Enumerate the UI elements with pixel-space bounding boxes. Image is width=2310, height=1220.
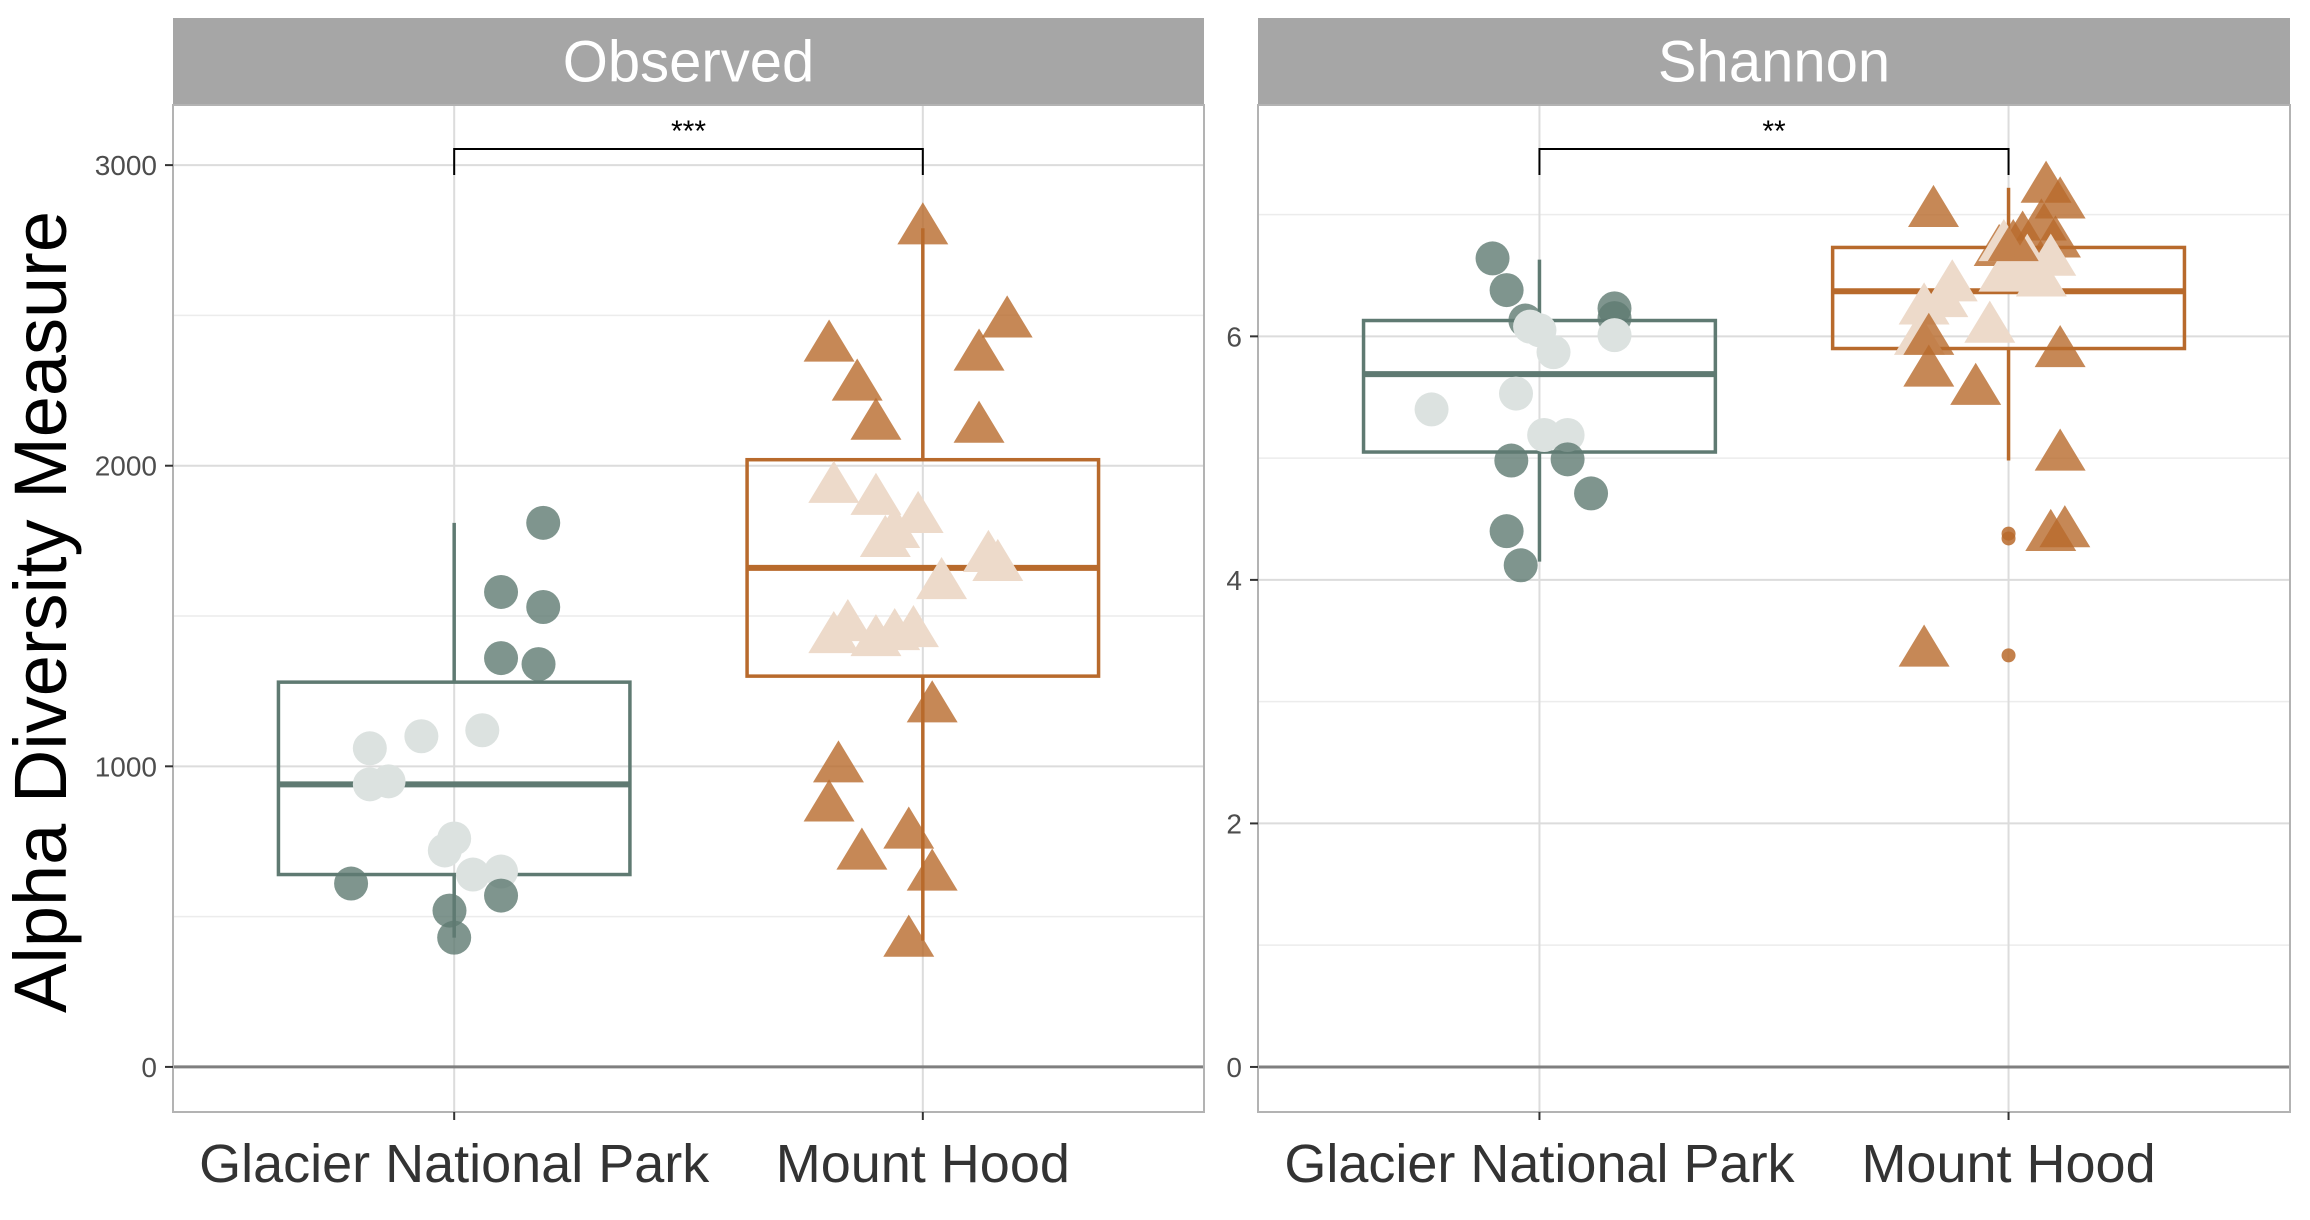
data-point: [1898, 282, 1950, 325]
data-point: [465, 713, 500, 748]
x-tick-label: Glacier National Park: [1284, 1134, 1795, 1194]
x-tick-label: Mount Hood: [776, 1134, 1070, 1194]
y-tick-label: 1000: [95, 751, 157, 782]
data-point: [916, 556, 968, 600]
data-point: [404, 719, 439, 754]
data-point: [1597, 318, 1632, 353]
panel-strip-label: Observed: [563, 30, 814, 95]
data-point: [892, 490, 944, 533]
y-tick-label: 6: [1226, 321, 1242, 352]
y-axis-title: Alpha Diversity Measure: [0, 211, 82, 1013]
data-point: [2034, 428, 2086, 471]
data-point: [836, 827, 888, 870]
panel-border: [1257, 104, 2291, 1113]
significance-bracket: [453, 148, 924, 175]
data-point: [1964, 300, 2016, 343]
panel-observed: Observed 0 1000 2000 3000 Glacier National Pa…: [95, 18, 1205, 1194]
data-point: [1489, 273, 1524, 308]
data-point: [1475, 241, 1510, 276]
data-point: [371, 764, 406, 799]
data-point: [1903, 312, 1955, 355]
data-point: [808, 460, 860, 503]
data-point: [1903, 344, 1955, 387]
data-point: [887, 605, 939, 648]
data-point: [883, 914, 935, 957]
data-point: [803, 779, 855, 822]
y-tick-label: 4: [1226, 565, 1242, 596]
panel-strip: [173, 18, 1204, 105]
data-point: [427, 833, 462, 868]
data-point: [1978, 249, 2030, 292]
significance-bracket: [1538, 148, 2010, 175]
x-tick-label: Mount Hood: [1861, 1134, 2155, 1194]
outlier-point: [2001, 531, 2016, 546]
data-point: [831, 358, 883, 401]
data-point: [953, 328, 1005, 371]
data-point: [981, 295, 1033, 338]
data-point: [1499, 376, 1533, 411]
data-point: [1550, 417, 1585, 452]
data-point: [972, 538, 1024, 582]
data-point: [1550, 442, 1585, 477]
data-point: [850, 397, 902, 440]
data-point: [1494, 443, 1529, 478]
data-point: [521, 647, 556, 682]
data-point: [334, 866, 369, 901]
significance-label: ***: [671, 115, 706, 148]
significance-label: **: [1762, 115, 1786, 148]
data-point: [859, 514, 911, 557]
y-tick-label: 2: [1226, 808, 1242, 839]
x-tick-label: Glacier National Park: [199, 1134, 710, 1194]
plot-background: [173, 105, 1204, 1112]
data-point: [2015, 254, 2067, 297]
data-point: [1898, 624, 1950, 667]
data-point: [484, 854, 519, 889]
plot-background: [1258, 105, 2290, 1112]
data-point: [1527, 417, 1562, 452]
outlier-point: [2001, 648, 2016, 663]
panel-strip-label: Shannon: [1658, 30, 1890, 95]
data-point: [437, 920, 472, 955]
data-point: [1987, 219, 2039, 262]
box-iqr: [276, 680, 632, 877]
panel-shannon: Shannon 0 2 4 6 Glacier National Park Mount Ho…: [1226, 18, 2291, 1194]
data-point: [2025, 508, 2077, 551]
data-point: [2034, 324, 2086, 368]
data-point: [2034, 176, 2086, 219]
data-point: [906, 680, 958, 723]
data-point: [850, 472, 902, 515]
y-tick-label: 3000: [95, 150, 157, 181]
data-point: [883, 806, 935, 849]
data-point: [432, 893, 467, 928]
data-point: [1503, 548, 1538, 583]
data-point: [953, 400, 1005, 443]
panel-border: [172, 104, 1205, 1113]
data-point: [1908, 184, 1959, 228]
data-point: [808, 611, 860, 654]
y-tick-label: 0: [1226, 1052, 1242, 1083]
data-point: [803, 319, 855, 362]
data-point: [812, 740, 864, 783]
panel-strip: [1258, 18, 2290, 105]
y-tick-label: 0: [141, 1052, 157, 1083]
data-point: [1536, 335, 1571, 370]
data-point: [1950, 362, 2002, 405]
data-point: [484, 641, 519, 676]
data-point: [484, 574, 519, 609]
data-point: [1489, 514, 1524, 549]
y-tick-label: 2000: [95, 451, 157, 482]
data-point: [897, 202, 949, 245]
data-point: [455, 857, 490, 892]
data-point: [526, 589, 561, 624]
data-point: [484, 878, 519, 913]
data-point: [352, 731, 387, 766]
data-point: [906, 848, 958, 891]
data-point: [1414, 392, 1449, 427]
data-point: [1574, 476, 1609, 511]
data-point: [526, 505, 561, 540]
